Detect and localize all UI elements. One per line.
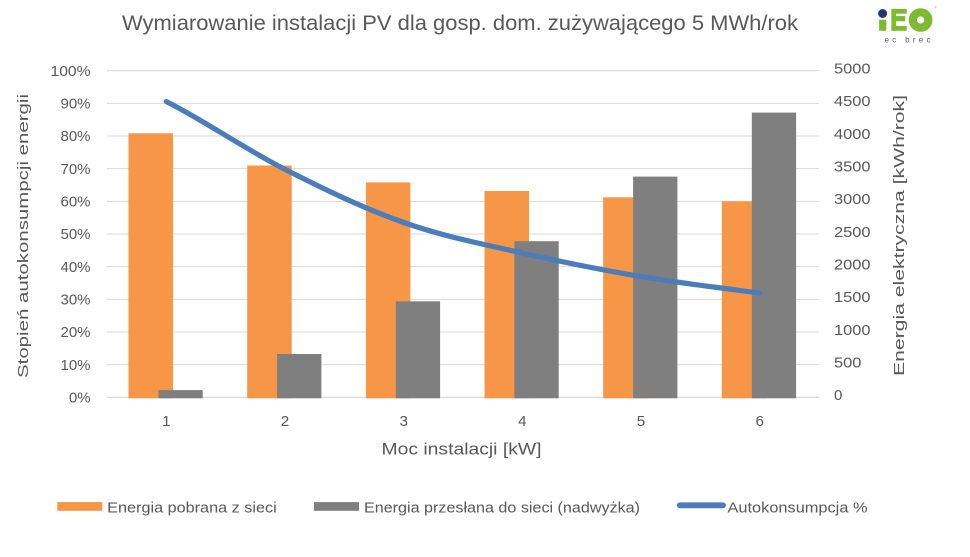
svg-text:30%: 30% xyxy=(61,292,91,309)
svg-text:0: 0 xyxy=(834,387,842,404)
svg-text:10%: 10% xyxy=(61,357,91,374)
svg-text:Energia pobrana z sieci: Energia pobrana z sieci xyxy=(107,501,277,517)
svg-text:Energia przesłana do sieci (na: Energia przesłana do sieci (nadwyżka) xyxy=(364,501,640,517)
svg-text:40%: 40% xyxy=(61,259,91,276)
svg-text:Moc instalacji [kW]: Moc instalacji [kW] xyxy=(382,441,542,459)
svg-text:80%: 80% xyxy=(61,128,91,145)
svg-text:5000: 5000 xyxy=(834,61,871,78)
svg-text:3500: 3500 xyxy=(834,159,871,176)
svg-text:1500: 1500 xyxy=(834,289,871,306)
svg-text:90%: 90% xyxy=(61,96,91,113)
svg-text:3: 3 xyxy=(399,413,407,430)
svg-text:4000: 4000 xyxy=(834,126,871,143)
svg-text:5: 5 xyxy=(637,413,645,430)
svg-text:3000: 3000 xyxy=(834,191,871,208)
svg-text:1: 1 xyxy=(162,413,170,430)
svg-text:100%: 100% xyxy=(51,63,91,80)
svg-text:2500: 2500 xyxy=(834,224,871,241)
svg-text:6: 6 xyxy=(755,413,763,430)
svg-text:500: 500 xyxy=(834,354,861,371)
svg-text:4: 4 xyxy=(518,413,526,430)
svg-text:60%: 60% xyxy=(61,194,91,211)
svg-text:0%: 0% xyxy=(69,390,91,407)
svg-text:Stopień autokonsumpcji energii: Stopień autokonsumpcji energii xyxy=(16,94,32,378)
svg-text:20%: 20% xyxy=(61,324,91,341)
svg-text:Wymiarowanie instalacji PV dla: Wymiarowanie instalacji PV dla gosp. dom… xyxy=(122,12,799,35)
svg-text:2: 2 xyxy=(281,413,289,430)
svg-text:70%: 70% xyxy=(61,161,91,178)
svg-text:4500: 4500 xyxy=(834,93,871,110)
svg-text:1000: 1000 xyxy=(834,322,871,339)
svg-text:ec brec: ec brec xyxy=(885,36,934,45)
svg-text:2000: 2000 xyxy=(834,257,871,274)
svg-text:50%: 50% xyxy=(61,226,91,243)
svg-text:Energia elektryczna [kWh/rok]: Energia elektryczna [kWh/rok] xyxy=(892,95,908,376)
svg-text:Autokonsumpcja %: Autokonsumpcja % xyxy=(728,501,868,517)
